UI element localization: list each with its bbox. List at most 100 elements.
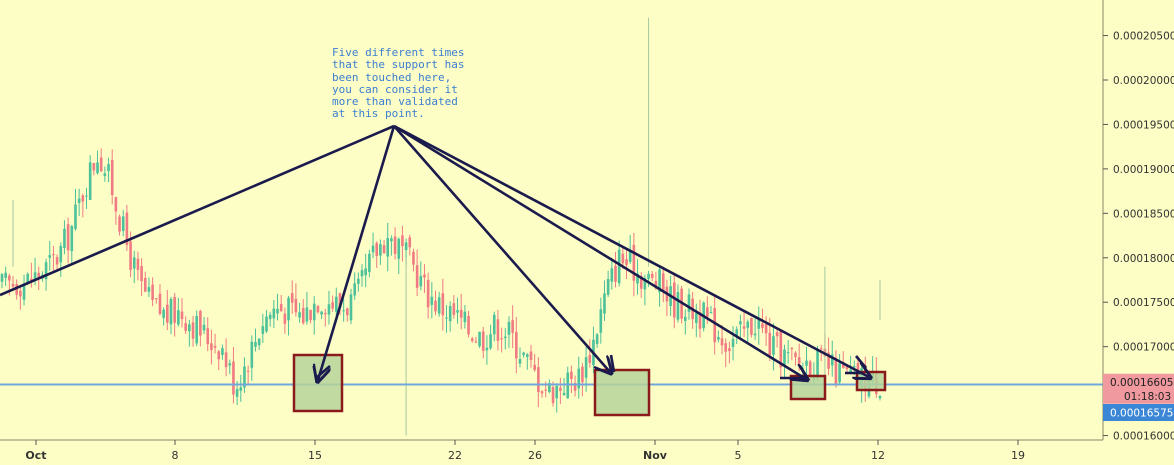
candle	[88, 155, 92, 200]
candle-body	[581, 366, 584, 383]
candle-body	[327, 304, 331, 315]
candle-body	[441, 293, 445, 316]
candle	[85, 187, 88, 209]
candle-body	[268, 314, 272, 320]
candle	[515, 317, 518, 374]
candle	[349, 288, 353, 325]
candle-body	[265, 316, 268, 332]
candle-body	[518, 359, 522, 364]
candle-body	[11, 283, 15, 287]
candle-body	[166, 304, 169, 323]
candle-body	[397, 238, 401, 259]
time-axis[interactable]: Oct 8 15 22 26 Nov 5 12 19	[25, 440, 1025, 462]
candle	[166, 290, 169, 331]
y-tick-label: 0.00019500	[1113, 119, 1174, 131]
candle	[647, 270, 650, 287]
candle	[540, 390, 544, 398]
candle	[287, 295, 290, 336]
candle	[92, 162, 96, 176]
candle	[412, 248, 415, 272]
candle	[419, 261, 423, 291]
candle	[346, 307, 349, 322]
price-axis[interactable]: 0.000160000.000165000.000170000.00017500…	[1103, 31, 1174, 443]
candle	[430, 282, 434, 319]
candle-body	[515, 331, 518, 359]
candle-body	[44, 262, 48, 280]
candle	[728, 341, 731, 364]
candle	[309, 309, 312, 324]
candle-body	[118, 216, 121, 232]
candle	[19, 287, 22, 310]
candle	[750, 317, 753, 338]
x-tick-label: 15	[308, 449, 322, 462]
candle-body	[463, 311, 467, 323]
x-tick-label: Nov	[643, 449, 668, 462]
candle-body	[276, 308, 279, 314]
trendlines	[0, 124, 869, 380]
candle-body	[375, 243, 379, 256]
candle	[331, 295, 334, 312]
candle-body	[845, 365, 849, 370]
candle	[191, 315, 195, 347]
candle	[268, 311, 272, 327]
candle-body	[92, 163, 96, 171]
candle	[470, 336, 474, 343]
candle-body	[683, 316, 687, 321]
candle-body	[636, 273, 639, 284]
candle	[114, 196, 118, 225]
candle-body	[588, 354, 592, 363]
candle-body	[246, 370, 250, 372]
candle	[709, 305, 713, 314]
candle-body	[96, 162, 99, 174]
candle-body	[390, 238, 393, 242]
candle-body	[404, 242, 408, 251]
candle-body	[540, 391, 544, 394]
candle-body	[507, 321, 511, 335]
candle	[147, 277, 151, 298]
candle-body	[783, 349, 786, 366]
candle	[698, 299, 702, 338]
candle-body	[570, 371, 573, 380]
candle	[526, 353, 529, 370]
candle-body	[724, 343, 728, 352]
candle	[77, 188, 81, 217]
candle-body	[503, 336, 507, 339]
candle	[599, 297, 603, 344]
candle-body	[360, 270, 364, 277]
candle-body	[852, 366, 856, 368]
candle	[695, 303, 698, 338]
candle	[70, 224, 74, 263]
candle	[570, 365, 573, 393]
candle-body	[357, 278, 360, 284]
candle	[606, 270, 610, 297]
candle-body	[452, 303, 456, 315]
candle-body	[195, 316, 199, 344]
candle-body	[706, 307, 709, 317]
candle-body	[772, 336, 775, 355]
candle	[595, 332, 599, 348]
candle-body	[426, 279, 430, 308]
candle-body	[335, 296, 338, 312]
candle	[731, 326, 735, 361]
candle-body	[85, 195, 88, 197]
candle	[463, 304, 467, 329]
candle-body	[77, 198, 81, 203]
candle	[485, 335, 489, 365]
candle	[107, 157, 110, 183]
candle-body	[492, 314, 496, 335]
candle-body	[154, 298, 158, 300]
candle-body	[301, 307, 305, 324]
candle	[368, 249, 371, 278]
candle-body	[797, 357, 801, 365]
candle	[408, 234, 412, 256]
candle	[555, 383, 559, 413]
candle	[66, 217, 70, 264]
candle-body	[485, 347, 489, 351]
candle-body	[59, 245, 63, 263]
candle-body	[0, 274, 4, 282]
support-touch-box	[789, 374, 827, 401]
candle-body	[606, 279, 610, 295]
candle	[577, 356, 581, 399]
candle-body	[533, 364, 536, 371]
